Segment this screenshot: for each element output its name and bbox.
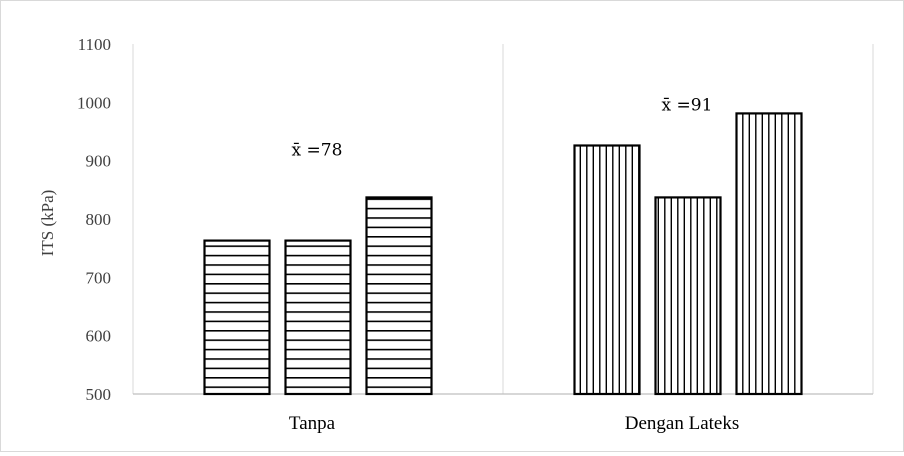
annotations: x̄ =78x̄ =91 xyxy=(292,95,713,160)
category-label: Dengan Lateks xyxy=(625,413,739,434)
plot-separators xyxy=(132,44,874,394)
y-tick-label: 800 xyxy=(86,210,112,229)
y-tick-label: 1100 xyxy=(78,35,111,54)
mean-annotation-value: 91 xyxy=(691,95,713,115)
y-tick-label: 1000 xyxy=(77,93,111,112)
mean-annotation: x̄ =91 xyxy=(662,95,713,115)
y-axis-ticks: 500 600 700 800 900 1000 1100 xyxy=(77,35,111,404)
bar xyxy=(365,196,433,396)
mean-annotation-prefix: x̄ = xyxy=(292,140,321,160)
mean-annotation: x̄ =78 xyxy=(292,140,343,160)
bar xyxy=(284,239,352,396)
bar xyxy=(573,144,641,396)
mean-annotation-value: 78 xyxy=(321,140,343,160)
mean-annotation-prefix: x̄ = xyxy=(662,95,691,115)
y-tick-label: 500 xyxy=(86,385,112,404)
category-label: Tanpa xyxy=(289,413,336,434)
y-axis-label: ITS (kPa) xyxy=(38,190,57,257)
y-tick-label: 900 xyxy=(86,152,112,171)
category-labels: Tanpa Dengan Lateks xyxy=(289,413,739,434)
bar xyxy=(654,196,722,396)
bars xyxy=(203,112,803,396)
y-tick-label: 700 xyxy=(86,268,112,287)
y-tick-label: 600 xyxy=(86,327,112,346)
bar xyxy=(735,112,803,396)
bar xyxy=(203,239,271,396)
